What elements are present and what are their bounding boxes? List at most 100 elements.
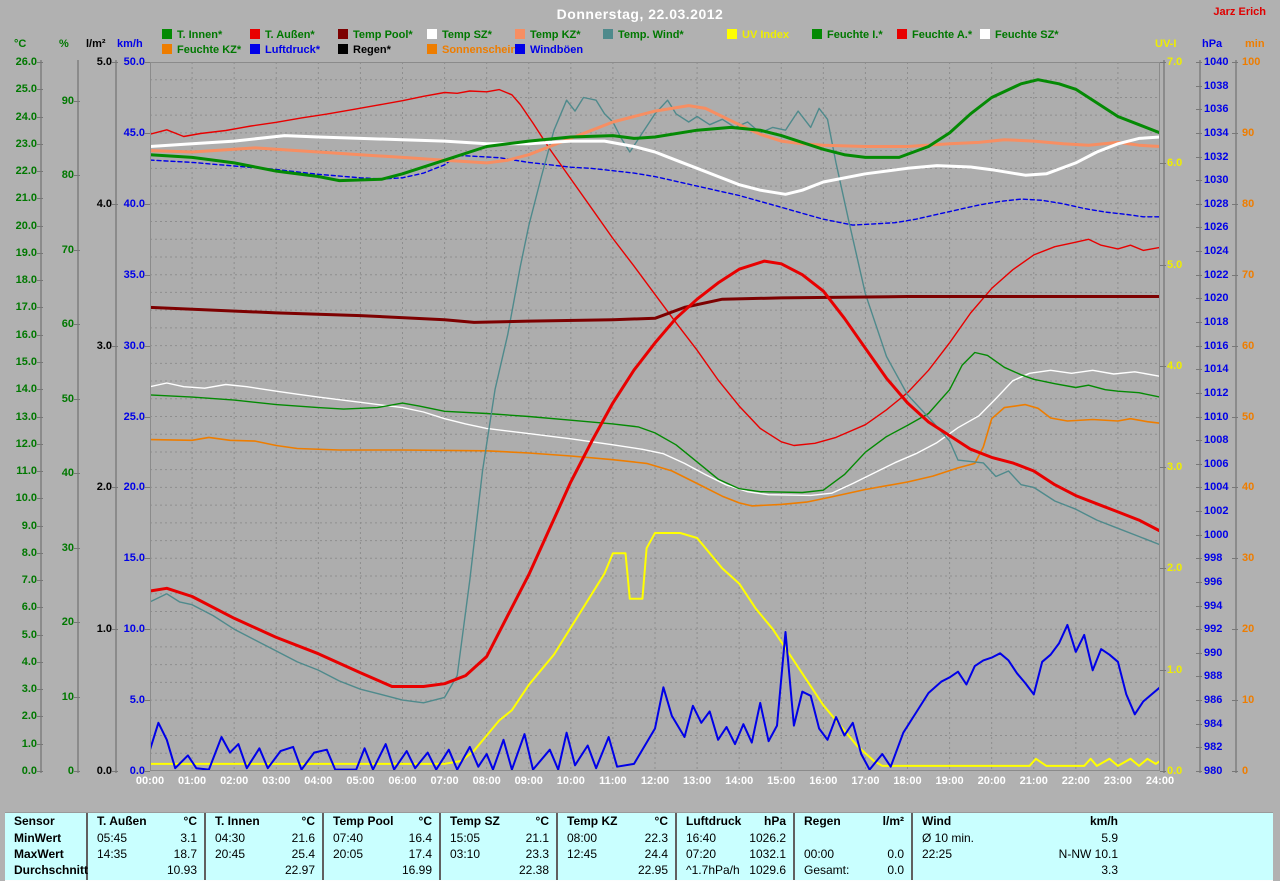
axis-tickmark xyxy=(1196,85,1202,87)
legend-item-uv-index[interactable]: UV Index xyxy=(727,29,789,42)
axis-tickmark xyxy=(112,345,118,347)
x-axis-label: 14:00 xyxy=(725,775,754,787)
axis-tickmark xyxy=(37,552,43,554)
axis-tickmark xyxy=(1196,321,1202,323)
legend-label: UV Index xyxy=(742,29,790,41)
legend-item-feuchte-sz-[interactable]: Feuchte SZ* xyxy=(980,29,1059,42)
axis-tick-celsius: 18.0 xyxy=(15,274,37,287)
axis-tickmark xyxy=(144,700,150,702)
axis-tick-pressure: 986 xyxy=(1204,694,1223,707)
cell-time: 20:05 xyxy=(333,846,364,861)
legend-label: Feuchte KZ* xyxy=(177,44,242,56)
series-feuchte_a xyxy=(150,88,1160,447)
axis-tickmark xyxy=(37,443,43,445)
legend-item-regen-[interactable]: Regen* xyxy=(338,44,391,57)
table-col-header: T. Außen °C xyxy=(88,813,204,829)
table-cell-avg: 3.3 xyxy=(913,862,1125,878)
series-temp_kz xyxy=(150,104,1160,165)
axis-tick-wind: 20.0 xyxy=(123,481,145,494)
axis-tick-rain: 2.0 xyxy=(96,481,112,494)
axis-tickmark xyxy=(1196,227,1202,229)
axis-tickmark xyxy=(112,487,118,489)
axis-unit-rain: l/m² xyxy=(86,38,106,50)
axis-tick-pressure: 992 xyxy=(1204,623,1223,636)
table-cell-max: 22:25 N-NW 10.1 xyxy=(913,846,1125,862)
x-axis-label: 13:00 xyxy=(683,775,712,787)
axis-tick-celsius: 5.0 xyxy=(21,628,37,641)
legend-item-temp-pool-[interactable]: Temp Pool* xyxy=(338,29,413,42)
axis-tickmark xyxy=(1232,132,1238,134)
legend-swatch xyxy=(250,29,260,39)
legend-label: Feuchte SZ* xyxy=(995,29,1059,41)
axis-tickmark xyxy=(1196,203,1202,205)
axis-tickmark xyxy=(74,249,80,251)
legend-swatch xyxy=(162,44,172,54)
axis-tickmark xyxy=(1232,345,1238,347)
series-windboeen xyxy=(150,623,1160,771)
x-axis-label: 01:00 xyxy=(178,775,207,787)
axis-tickmark xyxy=(37,498,43,500)
axis-tickmark xyxy=(1160,771,1166,772)
legend-label: Feuchte I.* xyxy=(827,29,883,41)
cell-value: 10.93 xyxy=(166,863,197,878)
axis-tickmark xyxy=(74,398,80,400)
axis-tick-pressure: 982 xyxy=(1204,741,1223,754)
cell-time: 00:00 xyxy=(804,846,835,861)
legend-item-temp-sz-[interactable]: Temp SZ* xyxy=(427,29,492,42)
axis-line-uv xyxy=(1163,60,1165,773)
axis-tickmark xyxy=(37,171,43,173)
x-axis-label: 00:00 xyxy=(135,775,165,787)
axis-tick-uv: 5.0 xyxy=(1167,258,1183,271)
legend-item-luftdruck-[interactable]: Luftdruck* xyxy=(250,44,320,57)
cell-value: 21.1 xyxy=(525,830,549,845)
series-t_innen xyxy=(150,78,1160,183)
axis-tickmark xyxy=(74,100,80,102)
sensor-unit: °C xyxy=(654,814,668,829)
legend-item-feuchte-a-[interactable]: Feuchte A.* xyxy=(897,29,972,42)
axis-tickmark xyxy=(37,116,43,118)
table-cell-max: 14:35 18.7 xyxy=(88,846,204,862)
cell-time: Gesamt: xyxy=(804,863,850,878)
legend-label: Temp Pool* xyxy=(353,29,413,41)
legend-item-sonnenschein[interactable]: Sonnenschein xyxy=(427,44,517,57)
legend-item-feuchte-kz-[interactable]: Feuchte KZ* xyxy=(162,44,241,57)
axis-tick-rain: 4.0 xyxy=(96,197,112,210)
axis-tickmark xyxy=(112,629,118,631)
table-cell-max: 07:20 1032.1 xyxy=(677,846,793,862)
legend-swatch xyxy=(515,29,525,39)
sensor-unit: °C xyxy=(418,814,432,829)
axis-tickmark xyxy=(74,771,80,772)
sensor-unit: km/h xyxy=(1089,814,1118,829)
legend-label: T. Außen* xyxy=(265,29,315,41)
axis-tickmark xyxy=(1196,605,1202,607)
axis-tick-celsius: 25.0 xyxy=(15,83,37,96)
cell-value: 21.6 xyxy=(291,830,315,845)
legend-swatch xyxy=(338,29,348,39)
legend-item-windböen[interactable]: Windböen xyxy=(515,44,583,57)
axis-tick-pressure: 1020 xyxy=(1204,292,1229,305)
axis-tickmark xyxy=(1160,568,1166,570)
axis-tickmark xyxy=(1232,416,1238,418)
legend-item-feuchte-i-[interactable]: Feuchte I.* xyxy=(812,29,883,42)
axis-tickmark xyxy=(37,661,43,663)
axis-tickmark xyxy=(1196,369,1202,371)
cell-value: 1032.1 xyxy=(749,846,786,861)
x-axis-label: 02:00 xyxy=(220,775,249,787)
axis-tick-rain: 0.0 xyxy=(96,765,112,777)
axis-tickmark xyxy=(1232,487,1238,489)
axis-tick-pressure: 1036 xyxy=(1204,103,1229,116)
sensor-unit: °C xyxy=(183,814,197,829)
legend-label: Temp KZ* xyxy=(530,29,581,41)
legend-item-temp-kz-[interactable]: Temp KZ* xyxy=(515,29,581,42)
axis-tickmark xyxy=(1196,132,1202,134)
axis-tickmark xyxy=(37,225,43,227)
table-col-header: T. Innen °C xyxy=(206,813,322,829)
axis-tick-uv: 7.0 xyxy=(1167,56,1183,68)
legend-item-t-außen-[interactable]: T. Außen* xyxy=(250,29,315,42)
axis-tick-wind: 35.0 xyxy=(123,268,145,281)
legend-item-temp-wind-[interactable]: Temp. Wind* xyxy=(603,29,684,42)
table-col-rowheaders: Sensor MinWert MaxWert Durchschnitt xyxy=(5,813,88,880)
legend-item-t-innen-[interactable]: T. Innen* xyxy=(162,29,222,42)
axis-tickmark xyxy=(1232,558,1238,560)
axis-tick-pressure: 1016 xyxy=(1204,339,1229,352)
